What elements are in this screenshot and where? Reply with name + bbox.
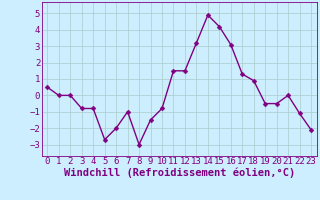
X-axis label: Windchill (Refroidissement éolien,°C): Windchill (Refroidissement éolien,°C) — [64, 168, 295, 178]
